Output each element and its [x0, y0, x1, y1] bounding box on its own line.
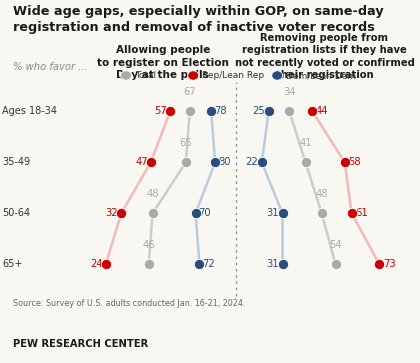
Text: 25: 25	[252, 106, 265, 117]
Text: Source: Survey of U.S. adults conducted Jan. 16-21, 2024.: Source: Survey of U.S. adults conducted …	[13, 299, 245, 309]
Text: Wide age gaps, especially within GOP, on same-day
registration and removal of in: Wide age gaps, especially within GOP, on…	[13, 5, 383, 34]
Text: 73: 73	[383, 259, 395, 269]
Point	[318, 211, 325, 216]
Point	[118, 211, 125, 216]
Text: Rep/Lean Rep: Rep/Lean Rep	[202, 71, 265, 80]
Point	[332, 261, 339, 267]
Text: 34: 34	[283, 87, 296, 97]
Point	[147, 159, 154, 165]
Text: 24: 24	[90, 259, 103, 269]
Point	[309, 109, 316, 114]
Point	[208, 109, 215, 114]
Text: 48: 48	[315, 189, 328, 199]
Text: 31: 31	[266, 208, 279, 218]
Point	[376, 261, 383, 267]
Point	[196, 261, 203, 267]
Text: 44: 44	[316, 106, 328, 117]
Point	[192, 211, 199, 216]
Text: % who favor ...: % who favor ...	[13, 62, 87, 73]
Text: 32: 32	[106, 208, 118, 218]
Text: 46: 46	[142, 240, 155, 250]
Point	[102, 261, 109, 267]
Point	[302, 159, 309, 165]
Point	[212, 159, 218, 165]
Text: Ages 18-34: Ages 18-34	[2, 106, 57, 117]
Text: 61: 61	[355, 208, 368, 218]
Text: 80: 80	[218, 158, 231, 167]
Text: 35-49: 35-49	[2, 158, 30, 167]
Point	[279, 261, 286, 267]
Text: PEW RESEARCH CENTER: PEW RESEARCH CENTER	[13, 339, 148, 350]
Point	[186, 109, 193, 114]
Text: 78: 78	[214, 106, 227, 117]
Text: Dem/Lean Dem: Dem/Lean Dem	[286, 71, 357, 80]
Text: 31: 31	[266, 259, 279, 269]
Point	[182, 159, 189, 165]
Point	[348, 211, 355, 216]
Text: 70: 70	[199, 208, 211, 218]
Text: 57: 57	[155, 106, 167, 117]
Text: 22: 22	[246, 158, 258, 167]
Text: Removing people from
registration lists if they have
not recently voted or confi: Removing people from registration lists …	[234, 33, 415, 80]
Point	[279, 211, 286, 216]
Text: 65+: 65+	[2, 259, 23, 269]
Text: 41: 41	[299, 138, 312, 148]
Text: 72: 72	[202, 259, 215, 269]
Text: Total: Total	[135, 71, 156, 80]
Text: 65: 65	[179, 138, 192, 148]
Text: 48: 48	[146, 189, 159, 199]
Point	[258, 159, 265, 165]
Point	[341, 159, 348, 165]
Point	[167, 109, 173, 114]
Text: 58: 58	[348, 158, 361, 167]
Point	[265, 109, 272, 114]
Point	[286, 109, 293, 114]
Text: 50-64: 50-64	[2, 208, 30, 218]
Point	[149, 211, 156, 216]
Text: Allowing people
to register on Election
Day at the polls: Allowing people to register on Election …	[97, 45, 228, 80]
Point	[145, 261, 152, 267]
Text: 47: 47	[135, 158, 148, 167]
Text: 54: 54	[329, 240, 342, 250]
Text: 67: 67	[184, 87, 196, 97]
